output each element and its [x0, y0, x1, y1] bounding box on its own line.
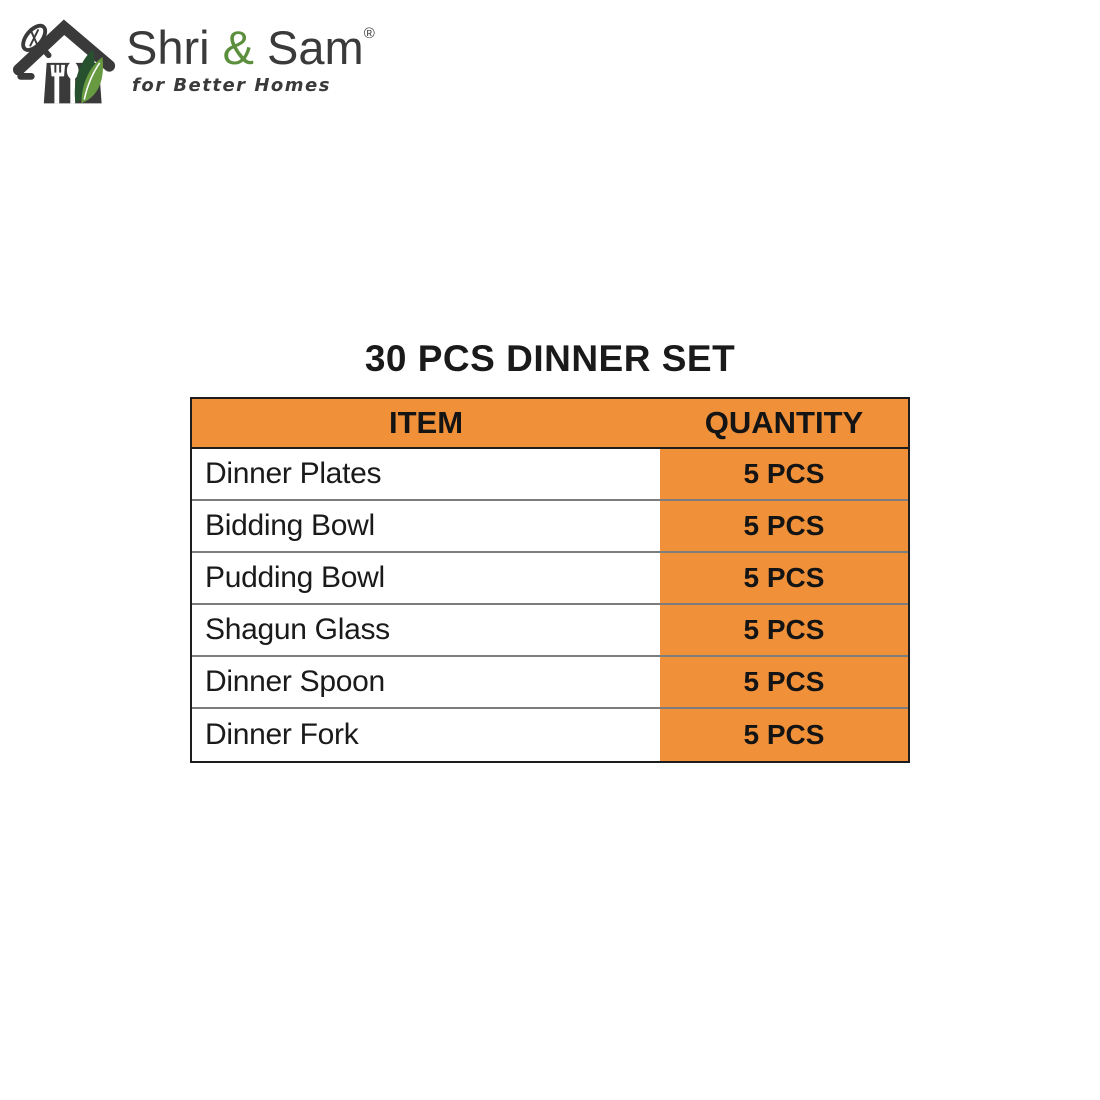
table-row: Shagun Glass 5 PCS	[192, 605, 908, 657]
column-header-item: ITEM	[388, 405, 464, 440]
quantity-cell: 5 PCS	[660, 657, 908, 707]
registered-trademark-symbol: ®	[363, 25, 375, 42]
brand-first: Shri	[126, 21, 223, 74]
column-header-quantity: QUANTITY	[704, 405, 864, 440]
roof-icon	[12, 19, 116, 76]
item-cell: Dinner Spoon	[192, 657, 660, 707]
brand-logo: Shri & Sam® for Better Homes	[12, 14, 375, 108]
quantity-cell: 5 PCS	[660, 605, 908, 655]
quantity-cell: 5 PCS	[660, 501, 908, 551]
brand-name: Shri & Sam®	[126, 24, 375, 71]
brand-last: Sam	[254, 21, 364, 74]
table-row: Dinner Plates 5 PCS	[192, 449, 908, 501]
item-cell: Pudding Bowl	[192, 553, 660, 603]
table-header-row: ITEM QUANTITY	[192, 399, 908, 449]
spoon-icon	[66, 61, 79, 104]
table-row: Dinner Fork 5 PCS	[192, 709, 908, 761]
table-row: Bidding Bowl 5 PCS	[192, 501, 908, 553]
quantity-cell: 5 PCS	[660, 553, 908, 603]
page-title: 30 PCS DINNER SET	[364, 338, 736, 379]
table-row: Pudding Bowl 5 PCS	[192, 553, 908, 605]
item-cell: Bidding Bowl	[192, 501, 660, 551]
brand-ampersand: &	[222, 21, 254, 74]
quantity-cell: 5 PCS	[660, 709, 908, 761]
brand-tagline: for Better Homes	[132, 75, 331, 96]
dinner-set-table: ITEM QUANTITY Dinner Plates 5 PCS Biddin…	[190, 397, 910, 763]
table-row: Dinner Spoon 5 PCS	[192, 657, 908, 709]
leaf-icon	[74, 49, 104, 104]
brand-text-block: Shri & Sam® for Better Homes	[126, 14, 375, 96]
item-cell: Shagun Glass	[192, 605, 660, 655]
fork-icon	[50, 64, 65, 104]
item-cell: Dinner Fork	[192, 709, 660, 761]
quantity-cell: 5 PCS	[660, 449, 908, 499]
item-cell: Dinner Plates	[192, 449, 660, 499]
house-utensils-icon	[12, 14, 118, 108]
